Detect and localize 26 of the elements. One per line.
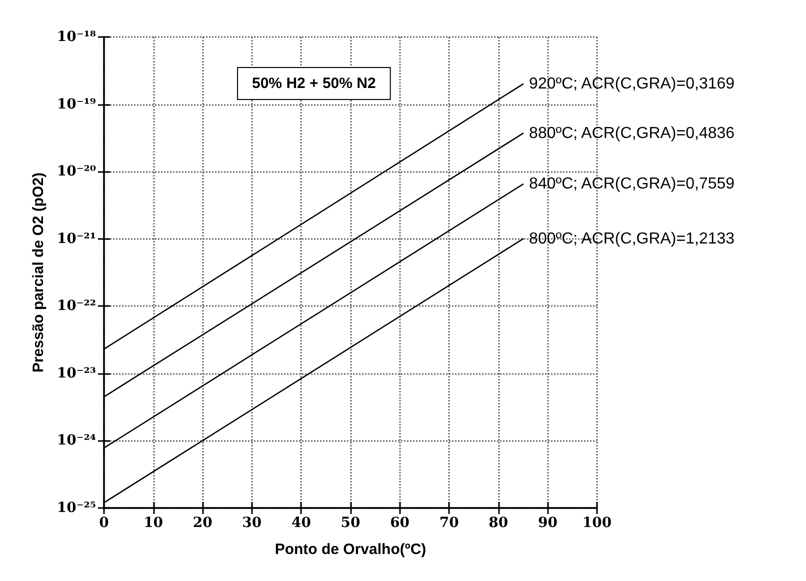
y-tick-label: 10⁻²⁵ xyxy=(56,500,96,516)
y-tick-label: 10⁻²⁴ xyxy=(56,432,96,449)
x-tick-label: 40 xyxy=(291,515,312,531)
x-tick-label: 50 xyxy=(340,515,360,531)
x-tick-label: 0 xyxy=(99,515,110,531)
y-tick-label: 10⁻¹⁹ xyxy=(56,96,96,112)
x-axis-title: Ponto de Orvalho(ºC) xyxy=(274,541,426,558)
x-tick-label: 70 xyxy=(439,515,460,531)
series-label: 880ºC; ACR(C,GRA)=0,4836 xyxy=(529,124,735,142)
x-tick-label: 10 xyxy=(144,515,164,531)
y-tick-label: 10⁻²¹ xyxy=(56,230,96,247)
y-tick-label: 10⁻²³ xyxy=(56,365,96,382)
y-tick-label: 10⁻²² xyxy=(56,298,96,314)
series-label: 800ºC; ACR(C,GRA)=1,2133 xyxy=(529,230,735,248)
y-tick-label: 10⁻¹⁸ xyxy=(56,29,96,45)
series-label: 920ºC; ACR(C,GRA)=0,3169 xyxy=(529,76,735,93)
x-tick-label: 30 xyxy=(242,515,262,531)
series-label: 840ºC; ACR(C,GRA)=0,7559 xyxy=(529,176,735,193)
x-tick-label: 20 xyxy=(192,515,213,531)
y-tick-label: 10⁻²⁰ xyxy=(56,164,96,180)
y-axis-title: Pressão parcial de O2 (pO2) xyxy=(30,172,47,373)
annotation: 50% H2 + 50% N2 xyxy=(252,75,376,92)
x-tick-label: 80 xyxy=(488,515,508,531)
x-tick-label: 90 xyxy=(538,515,558,531)
x-tick-label: 100 xyxy=(582,515,612,531)
x-tick-label: 60 xyxy=(390,515,410,531)
